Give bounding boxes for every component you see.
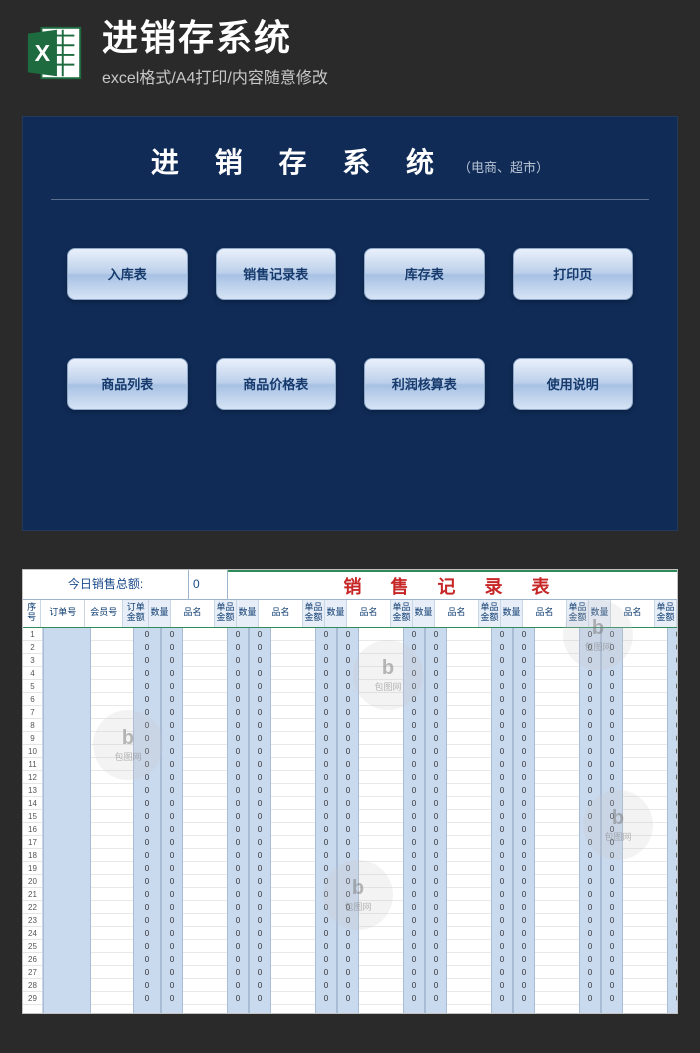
row-numbers: 1234567891011121314151617181920212223242… bbox=[23, 628, 43, 1013]
data-grid[interactable]: 0000000000000000000000000000000000000000… bbox=[43, 628, 677, 1013]
col-qty: 数量 bbox=[325, 600, 347, 627]
col-order: 订单号 bbox=[41, 600, 85, 627]
col-goods: 品名 bbox=[523, 600, 567, 627]
col-amount: 订单金额 bbox=[123, 600, 149, 627]
btn-products[interactable]: 商品列表 bbox=[67, 358, 188, 410]
page-subtitle: excel格式/A4打印/内容随意修改 bbox=[102, 64, 328, 88]
col-qty: 数量 bbox=[501, 600, 523, 627]
dashboard-panel: 进 销 存 系 统 （电商、超市） 入库表 销售记录表 库存表 打印页 商品列表… bbox=[22, 116, 678, 531]
dashboard-title: 进 销 存 系 统 bbox=[151, 141, 448, 181]
today-sum: 今日销售总额: 0 bbox=[23, 570, 228, 599]
btn-inbound[interactable]: 入库表 bbox=[67, 248, 188, 300]
col-qty: 数量 bbox=[149, 600, 171, 627]
col-idx: 序号 bbox=[23, 600, 41, 627]
col-price: 单品金额 bbox=[479, 600, 501, 627]
col-member: 会员号 bbox=[85, 600, 123, 627]
col-goods: 品名 bbox=[611, 600, 655, 627]
col-goods: 品名 bbox=[259, 600, 303, 627]
btn-help[interactable]: 使用说明 bbox=[513, 358, 634, 410]
sheet-title: 销 售 记 录 表 bbox=[228, 570, 677, 599]
excel-icon: X bbox=[24, 22, 86, 84]
col-goods: 品名 bbox=[171, 600, 215, 627]
column-headers: 序号 订单号 会员号 订单金额 数量品名单品金额数量品名单品金额数量品名单品金额… bbox=[23, 600, 677, 628]
today-sum-value: 0 bbox=[189, 569, 227, 599]
btn-print[interactable]: 打印页 bbox=[513, 248, 634, 300]
svg-text:X: X bbox=[35, 40, 51, 66]
col-price: 单品金额 bbox=[655, 600, 677, 627]
today-sum-label: 今日销售总额: bbox=[23, 569, 189, 599]
col-qty: 数量 bbox=[589, 600, 611, 627]
col-goods: 品名 bbox=[347, 600, 391, 627]
dashboard-buttons: 入库表 销售记录表 库存表 打印页 商品列表 商品价格表 利润核算表 使用说明 bbox=[43, 200, 657, 410]
spreadsheet-panel: 今日销售总额: 0 销 售 记 录 表 序号 订单号 会员号 订单金额 数量品名… bbox=[22, 569, 678, 1014]
col-price: 单品金额 bbox=[303, 600, 325, 627]
btn-stock[interactable]: 库存表 bbox=[364, 248, 485, 300]
col-price: 单品金额 bbox=[215, 600, 237, 627]
btn-prices[interactable]: 商品价格表 bbox=[216, 358, 337, 410]
page-title: 进销存系统 bbox=[102, 18, 328, 58]
col-qty: 数量 bbox=[237, 600, 259, 627]
col-price: 单品金额 bbox=[391, 600, 413, 627]
col-price: 单品金额 bbox=[567, 600, 589, 627]
col-goods: 品名 bbox=[435, 600, 479, 627]
page-header: X 进销存系统 excel格式/A4打印/内容随意修改 bbox=[0, 0, 700, 100]
btn-profit[interactable]: 利润核算表 bbox=[364, 358, 485, 410]
col-qty: 数量 bbox=[413, 600, 435, 627]
btn-sales[interactable]: 销售记录表 bbox=[216, 248, 337, 300]
dashboard-subtitle: （电商、超市） bbox=[458, 157, 549, 176]
